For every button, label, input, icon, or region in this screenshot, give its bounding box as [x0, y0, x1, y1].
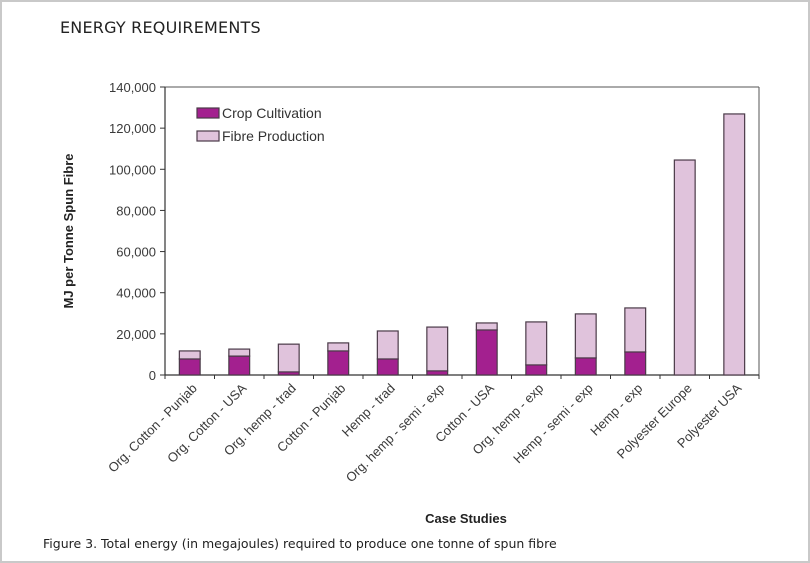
- legend-swatch-crop-cultivation: [196, 107, 220, 119]
- y-tick-label: 40,000: [116, 286, 156, 301]
- y-tick-label: 80,000: [116, 203, 156, 218]
- bar-fibre-production: [228, 348, 251, 357]
- bar-crop-cultivation: [574, 357, 597, 376]
- legend-label: Crop Cultivation: [222, 105, 322, 121]
- bar-crop-cultivation: [624, 351, 647, 376]
- bar-fibre-production: [723, 113, 746, 376]
- bar-crop-cultivation: [376, 358, 399, 376]
- bar-fibre-production: [624, 307, 647, 353]
- y-tick-label: 140,000: [109, 80, 156, 95]
- bar-fibre-production: [475, 322, 498, 331]
- bar-fibre-production: [277, 343, 300, 373]
- figure-caption: Figure 3. Total energy (in megajoules) r…: [43, 536, 557, 551]
- y-tick-label: 120,000: [109, 121, 156, 136]
- y-tick-label: 20,000: [116, 327, 156, 342]
- bar-crop-cultivation: [426, 370, 449, 376]
- x-axis-title: Case Studies: [425, 511, 507, 526]
- y-tick-label: 0: [149, 368, 156, 383]
- y-tick-label: 60,000: [116, 245, 156, 260]
- y-tick-label: 100,000: [109, 162, 156, 177]
- bar-fibre-production: [178, 350, 201, 360]
- bar-crop-cultivation: [525, 364, 548, 376]
- bar-fibre-production: [574, 313, 597, 359]
- bar-crop-cultivation: [475, 329, 498, 376]
- legend-swatch-fibre-production: [196, 130, 220, 142]
- bar-crop-cultivation: [327, 350, 350, 376]
- bar-fibre-production: [376, 330, 399, 360]
- legend-label: Fibre Production: [222, 128, 325, 144]
- y-axis-title: MJ per Tonne Spun Fibre: [61, 153, 76, 308]
- bar-crop-cultivation: [228, 355, 251, 376]
- bar-crop-cultivation: [178, 358, 201, 376]
- x-category-label: Org. hemp - semi - exp: [343, 381, 448, 486]
- bar-fibre-production: [327, 342, 350, 352]
- bar-fibre-production: [673, 159, 696, 376]
- section-title: ENERGY REQUIREMENTS: [60, 18, 261, 37]
- bar-fibre-production: [525, 321, 548, 366]
- bar-fibre-production: [426, 326, 449, 372]
- x-category-label: Org. Cotton - Punjab: [105, 381, 200, 476]
